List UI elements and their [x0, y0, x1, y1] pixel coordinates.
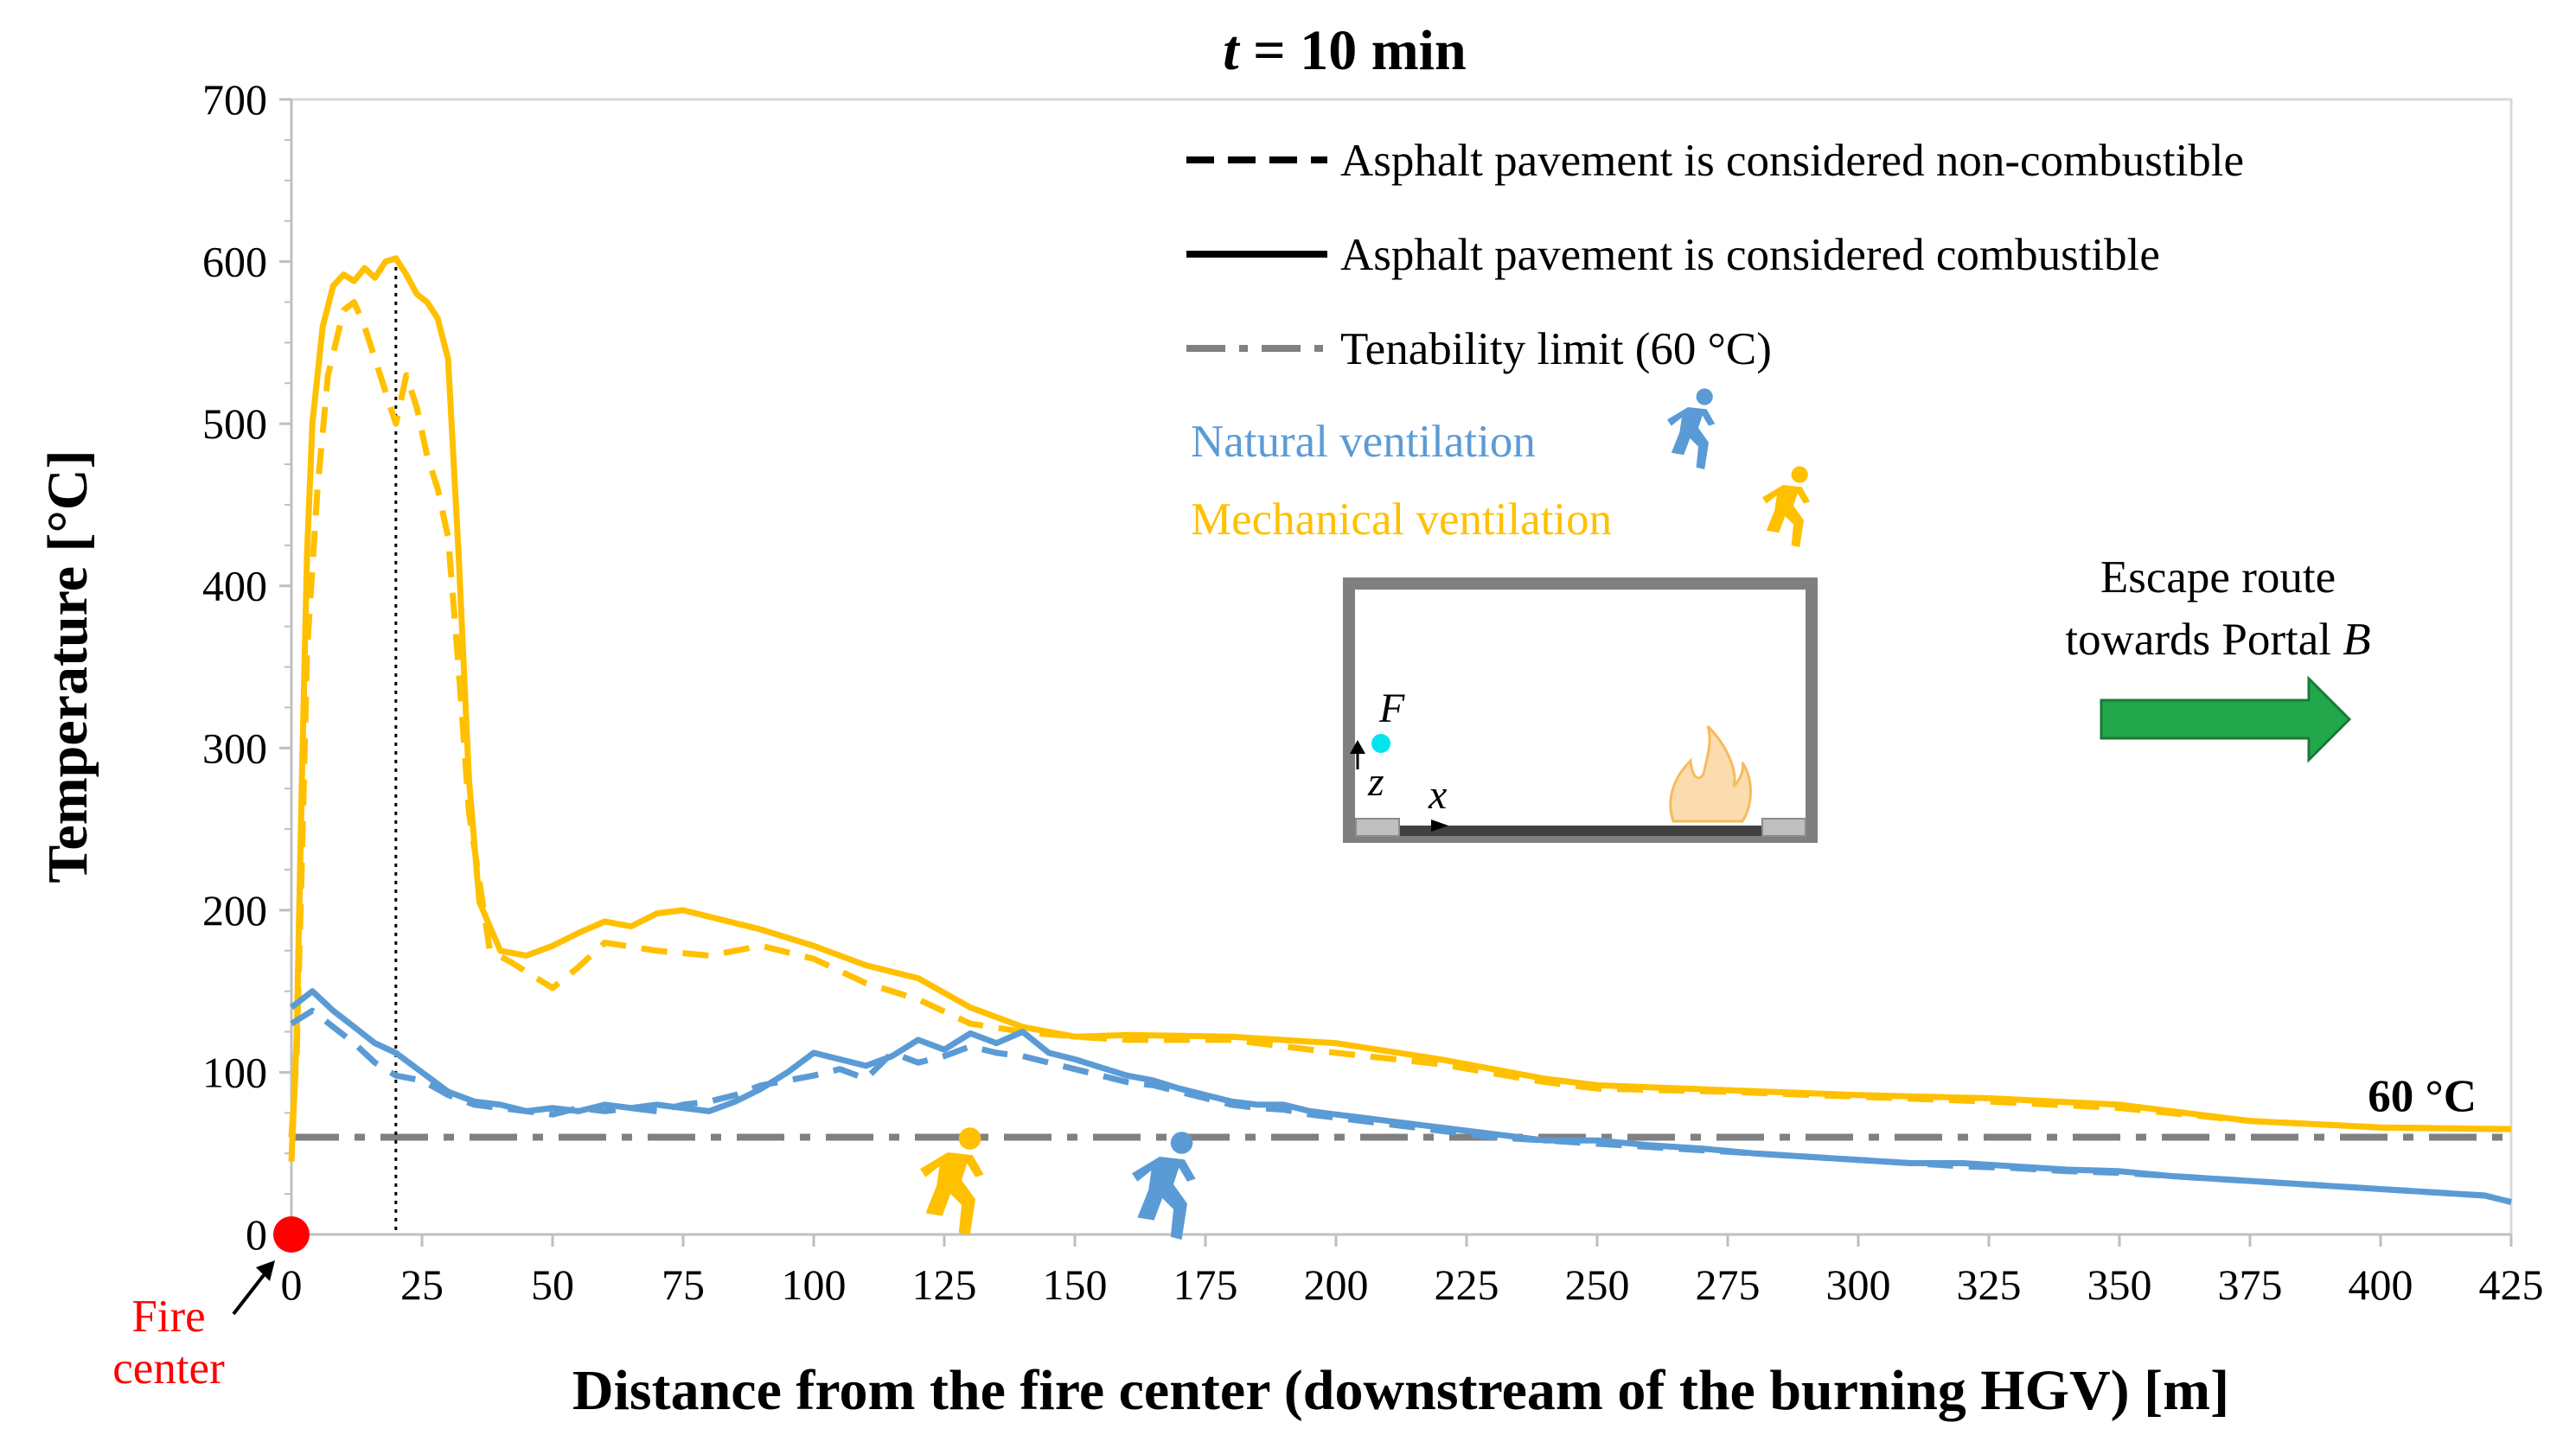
x-ticks: 0 25 50 75 100 125 150 175 200 225 250 275 300 325 350… — [281, 1234, 2544, 1309]
fire-center-label-line2: center — [112, 1343, 225, 1394]
y-axis-title: Temperature [°C] — [36, 450, 99, 883]
x-tick-label: 175 — [1173, 1260, 1238, 1309]
escape-route-line1: Escape route — [2100, 552, 2336, 603]
x-tick-label: 425 — [2479, 1260, 2544, 1309]
x-tick-label: 25 — [400, 1260, 444, 1309]
tunnel-sidewalk-right — [1761, 818, 1806, 837]
measurement-point-label: F — [1378, 686, 1405, 731]
escape-route-line2: towards Portal B — [2065, 615, 2370, 665]
escape-arrow-icon — [2100, 675, 2352, 763]
y-tick-label: 200 — [202, 886, 267, 935]
mechanical-escape-person-icon — [920, 1127, 984, 1235]
x-tick-label: 250 — [1565, 1260, 1630, 1309]
chart-title: t = 10 min — [1223, 19, 1466, 82]
x-tick-label: 200 — [1304, 1260, 1369, 1309]
inset-x-label: x — [1428, 772, 1447, 818]
legend: Asphalt pavement is considered non-combu… — [1186, 136, 2244, 545]
fire-center-arrowhead — [256, 1260, 275, 1281]
x-tick-label: 375 — [2218, 1260, 2283, 1309]
tunnel-sidewalk-left — [1355, 818, 1400, 837]
series-line-2 — [289, 988, 2512, 1205]
x-tick-label: 150 — [1043, 1260, 1108, 1309]
y-tick-label: 400 — [202, 562, 267, 610]
series-group — [288, 255, 2512, 1205]
running-person-icon — [1667, 388, 1716, 469]
escape-route-line2-prefix: towards Portal — [2065, 615, 2343, 665]
x-tick-label: 275 — [1696, 1260, 1761, 1309]
series-line-0 — [288, 255, 2512, 1162]
escape-route-portal: B — [2343, 615, 2370, 665]
x-tick-label: 125 — [912, 1260, 977, 1309]
x-tick-label: 75 — [662, 1260, 705, 1309]
fire-center-marker — [273, 1216, 310, 1253]
tenability-label: 60 °C — [2368, 1071, 2477, 1121]
y-tick-label: 0 — [246, 1210, 267, 1259]
running-person-icon — [1762, 466, 1811, 547]
series-line-1 — [288, 299, 2512, 1138]
x-tick-label: 350 — [2087, 1260, 2152, 1309]
tunnel-cross-section — [1343, 577, 1818, 843]
legend-label-tenability: Tenability limit (60 °C) — [1340, 324, 1772, 374]
legend-label-combustible: Asphalt pavement is considered combustib… — [1340, 230, 2160, 280]
x-tick-label: 225 — [1435, 1260, 1499, 1309]
inset-x-arrow — [1431, 820, 1448, 832]
tunnel-inset: F z x — [1343, 577, 1818, 843]
inset-z-label: z — [1367, 759, 1384, 805]
legend-mechanical-ventilation: Mechanical ventilation — [1191, 494, 1612, 545]
natural-escape-person-icon — [1132, 1132, 1196, 1240]
y-tick-label: 100 — [202, 1048, 267, 1096]
inset-z-arrow — [1350, 740, 1365, 754]
fire-center-label-line1: Fire — [131, 1292, 205, 1342]
x-axis-title: Distance from the fire center (downstrea… — [572, 1359, 2229, 1422]
y-tick-label: 500 — [202, 399, 267, 448]
y-ticks: 0 100 200 300 400 500 600 700 — [202, 75, 291, 1259]
fire-center-pointer — [232, 1273, 265, 1316]
x-tick-label: 325 — [1957, 1260, 2022, 1309]
x-tick-label: 100 — [782, 1260, 847, 1309]
legend-label-noncombustible: Asphalt pavement is considered non-combu… — [1340, 136, 2244, 186]
x-tick-label: 300 — [1826, 1260, 1891, 1309]
chart-title-variable: t — [1223, 19, 1240, 82]
measurement-point-f — [1371, 734, 1390, 753]
fire-icon — [1669, 724, 1752, 823]
chart-title-rest: = 10 min — [1239, 19, 1467, 82]
series-line-3 — [290, 1007, 2512, 1205]
legend-natural-ventilation: Natural ventilation — [1191, 417, 1536, 467]
y-tick-label: 700 — [202, 75, 267, 124]
x-tick-label: 50 — [531, 1260, 574, 1309]
tunnel-road — [1399, 826, 1762, 836]
y-tick-label: 600 — [202, 238, 267, 286]
x-tick-label: 400 — [2349, 1260, 2413, 1309]
y-tick-label: 300 — [202, 724, 267, 772]
x-tick-label: 0 — [281, 1260, 303, 1309]
